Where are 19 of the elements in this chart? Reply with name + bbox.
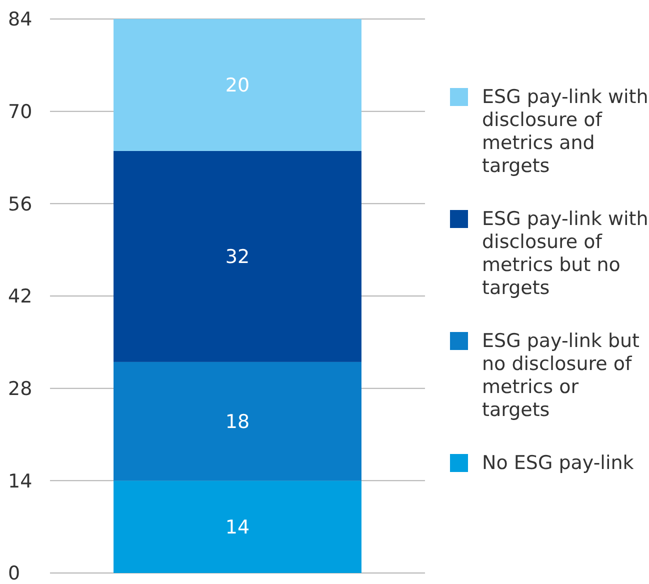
y-tick-label: 42 bbox=[8, 286, 32, 308]
bar bbox=[114, 362, 362, 481]
y-tick-label: 28 bbox=[8, 378, 32, 400]
y-tick-label: 56 bbox=[8, 193, 32, 216]
data-label: 18 bbox=[225, 410, 250, 433]
y-tick-label: 84 bbox=[8, 8, 32, 31]
data-label: 20 bbox=[225, 74, 250, 97]
y-tick-label: 0 bbox=[8, 562, 20, 584]
y-tick-label: 14 bbox=[8, 470, 32, 492]
data-label: 14 bbox=[225, 516, 250, 538]
legend-label: ESG pay-link with disclosure of metrics but no targets bbox=[482, 208, 648, 299]
legend-label: ESG pay-link with disclosure of metrics and targets bbox=[482, 86, 648, 177]
y-tick-label: 70 bbox=[8, 100, 32, 123]
bar bbox=[114, 150, 362, 362]
bar bbox=[114, 480, 362, 573]
data-label: 32 bbox=[225, 246, 250, 268]
legend-label: ESG pay-link but no disclosure of metrics or targets bbox=[482, 330, 640, 421]
legend-label: No ESG pay-link bbox=[482, 452, 634, 474]
bar bbox=[114, 19, 362, 151]
